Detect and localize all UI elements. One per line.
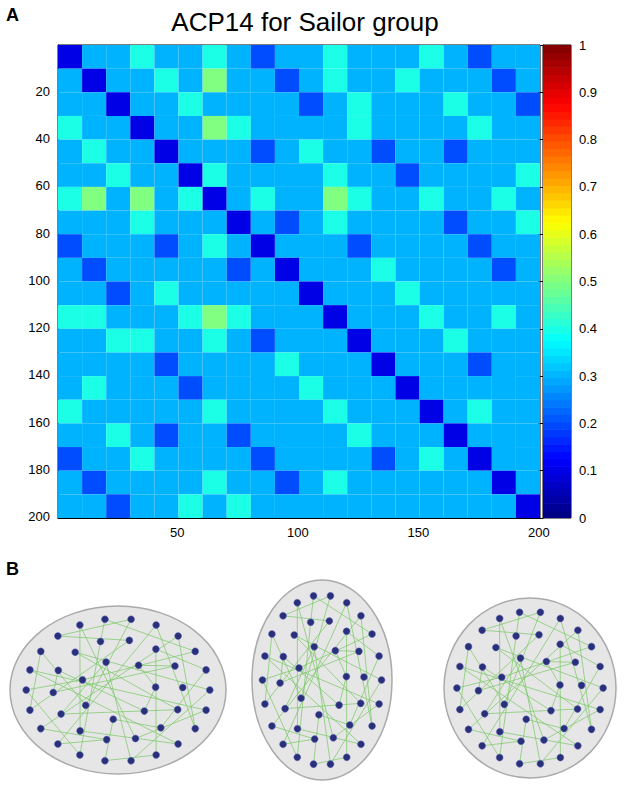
svg-text:200: 200 xyxy=(528,525,550,540)
svg-text:B: B xyxy=(6,559,19,579)
svg-text:0.3: 0.3 xyxy=(579,369,597,384)
svg-text:120: 120 xyxy=(28,320,50,335)
svg-text:0.5: 0.5 xyxy=(579,274,597,289)
svg-text:100: 100 xyxy=(28,273,50,288)
svg-text:80: 80 xyxy=(36,226,50,241)
svg-text:0.4: 0.4 xyxy=(579,321,597,336)
svg-text:1: 1 xyxy=(579,38,586,53)
svg-text:0.8: 0.8 xyxy=(579,132,597,147)
svg-text:180: 180 xyxy=(28,462,50,477)
svg-text:60: 60 xyxy=(36,178,50,193)
svg-text:0.6: 0.6 xyxy=(579,227,597,242)
svg-text:200: 200 xyxy=(28,509,50,524)
svg-text:0.7: 0.7 xyxy=(579,179,597,194)
svg-text:100: 100 xyxy=(287,525,309,540)
svg-text:160: 160 xyxy=(28,415,50,430)
svg-text:0.2: 0.2 xyxy=(579,416,597,431)
svg-text:0.9: 0.9 xyxy=(579,85,597,100)
svg-text:50: 50 xyxy=(170,525,184,540)
svg-text:A: A xyxy=(6,5,19,25)
svg-text:20: 20 xyxy=(36,84,50,99)
svg-text:0.1: 0.1 xyxy=(579,463,597,478)
svg-text:140: 140 xyxy=(28,367,50,382)
svg-text:ACP14 for Sailor group: ACP14 for Sailor group xyxy=(171,7,438,37)
svg-text:40: 40 xyxy=(36,131,50,146)
svg-text:150: 150 xyxy=(407,525,429,540)
svg-text:0: 0 xyxy=(579,511,586,526)
